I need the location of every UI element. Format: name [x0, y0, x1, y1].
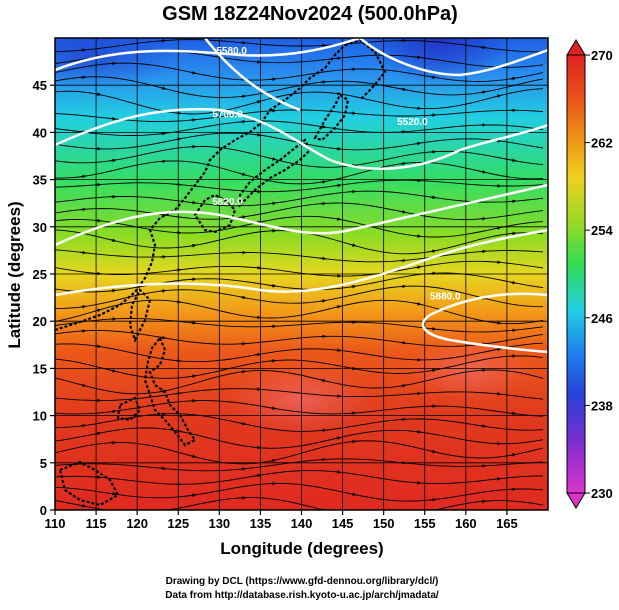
colorbar-scale	[567, 55, 585, 493]
colorbar: 270 262 254 246 238 230	[567, 40, 613, 508]
x-tick-label: 135	[250, 516, 272, 531]
colorbar-tick-label: 270	[591, 48, 613, 63]
x-axis: 110 115 120 125 130 135 140 145 150 155 160 165	[45, 510, 518, 531]
streamline-arrow	[270, 361, 276, 362]
streamline-arrow	[495, 262, 501, 263]
x-tick-label: 150	[373, 516, 395, 531]
colorbar-tick-label: 230	[591, 486, 613, 501]
y-axis: 0 5 10 15 20 25 30 35 40 45	[33, 78, 55, 518]
x-axis-label: Longitude (degrees)	[220, 539, 383, 558]
x-tick-label: 115	[86, 516, 107, 531]
warm-patch	[230, 365, 370, 435]
x-tick-label: 110	[45, 516, 66, 531]
map-title: GSM 18Z24Nov2024 (500.0hPa)	[162, 3, 458, 25]
contour-label: 5820.0	[212, 197, 243, 208]
streamline-arrow	[270, 79, 276, 80]
x-tick-label: 120	[126, 516, 148, 531]
y-tick-label: 30	[33, 220, 47, 235]
colorbar-top-arrow	[567, 40, 585, 55]
streamline-arrow	[510, 233, 516, 234]
streamline-arrow	[510, 201, 516, 202]
streamline-arrow	[320, 430, 326, 431]
y-axis-label: Latitude (degrees)	[5, 201, 24, 348]
streamline-arrow	[335, 58, 341, 59]
streamline-arrow	[80, 209, 86, 210]
streamline-arrow	[400, 260, 406, 261]
credit-data-source: Data from http://database.rish.kyoto-u.a…	[165, 590, 439, 601]
x-tick-label: 145	[332, 516, 354, 531]
colorbar-ticks: 270 262 254 246 238 230	[585, 48, 613, 501]
streamline-arrow	[320, 203, 326, 204]
x-tick-label: 160	[455, 516, 477, 531]
streamline-arrow	[415, 236, 421, 237]
y-tick-label: 45	[33, 78, 47, 93]
streamline-arrow	[160, 40, 166, 41]
contour-label: 5880.0	[430, 291, 461, 302]
streamline-arrow	[480, 501, 486, 502]
colorbar-tick-label: 238	[591, 398, 613, 413]
x-tick-label: 140	[291, 516, 313, 531]
streamline-arrow	[350, 113, 356, 114]
colorbar-tick-label: 254	[591, 223, 613, 238]
y-tick-label: 15	[33, 361, 47, 376]
streamline-arrow	[495, 394, 501, 395]
y-tick-label: 20	[33, 314, 47, 329]
y-tick-label: 40	[33, 125, 47, 140]
streamline-arrow	[80, 50, 86, 51]
streamline-arrow	[480, 218, 486, 219]
plot-area: 5580.0 5700.0 5820.0 5520.0 5880.0	[0, 0, 548, 518]
streamline-arrow	[430, 499, 436, 500]
streamline-arrow	[240, 43, 246, 44]
streamline-arrow	[320, 82, 326, 83]
x-tick-label: 125	[167, 516, 189, 531]
credit-drawing: Drawing by DCL (https://www.gfd-dennou.o…	[166, 576, 439, 587]
colorbar-bottom-arrow	[567, 493, 585, 508]
x-tick-label: 130	[208, 516, 230, 531]
colorbar-tick-label: 246	[591, 311, 613, 326]
streamline-arrow	[190, 120, 196, 121]
contour-label: 5520.0	[397, 117, 428, 128]
streamline-arrow	[350, 441, 356, 442]
streamline-arrow	[160, 468, 166, 469]
streamline-arrow	[320, 258, 326, 259]
y-tick-label: 0	[40, 503, 47, 518]
y-tick-label: 35	[33, 173, 47, 188]
streamline-arrow	[335, 149, 341, 150]
y-tick-label: 10	[33, 409, 47, 424]
streamline-arrow	[510, 330, 516, 331]
streamline-arrow	[240, 469, 246, 470]
x-tick-label: 165	[496, 516, 518, 531]
streamline-arrow	[400, 516, 406, 517]
y-tick-label: 5	[40, 456, 47, 471]
contour-label: 5700.0	[212, 109, 243, 120]
x-tick-label: 155	[414, 516, 436, 531]
streamline-arrow	[495, 323, 501, 324]
cold-core-west	[0, 20, 180, 90]
colorbar-tick-label: 262	[591, 136, 613, 151]
y-tick-label: 25	[33, 267, 47, 282]
contour-label: 5580.0	[216, 46, 247, 57]
